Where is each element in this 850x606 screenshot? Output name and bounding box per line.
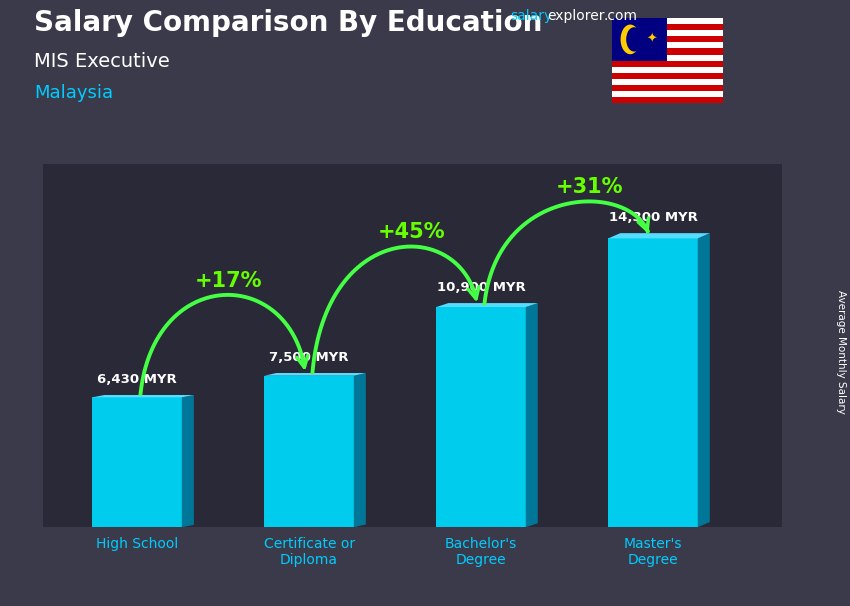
Text: Average Monthly Salary: Average Monthly Salary <box>836 290 846 413</box>
Bar <box>612 73 722 79</box>
Text: MIS Executive: MIS Executive <box>34 52 170 70</box>
Bar <box>612 48 722 55</box>
Bar <box>612 18 667 61</box>
Circle shape <box>626 27 642 52</box>
Polygon shape <box>609 233 710 238</box>
Bar <box>612 97 722 103</box>
FancyBboxPatch shape <box>609 238 698 527</box>
Bar <box>612 91 722 97</box>
Bar <box>612 55 722 61</box>
Text: +45%: +45% <box>377 222 445 242</box>
Text: ✦: ✦ <box>647 33 657 46</box>
Bar <box>612 85 722 91</box>
FancyBboxPatch shape <box>436 307 526 527</box>
FancyBboxPatch shape <box>93 398 182 527</box>
Bar <box>612 36 722 42</box>
Text: salary: salary <box>510 9 552 23</box>
Text: +31%: +31% <box>555 177 623 197</box>
Text: Malaysia: Malaysia <box>34 84 113 102</box>
Text: +17%: +17% <box>195 270 262 290</box>
Bar <box>612 61 722 67</box>
Bar <box>612 18 722 24</box>
Bar <box>612 67 722 73</box>
Text: 14,300 MYR: 14,300 MYR <box>609 211 698 224</box>
Bar <box>612 30 722 36</box>
Bar <box>612 24 722 30</box>
FancyBboxPatch shape <box>264 376 354 527</box>
Text: 6,430 MYR: 6,430 MYR <box>97 373 177 386</box>
Text: 7,500 MYR: 7,500 MYR <box>269 351 348 364</box>
Circle shape <box>620 25 640 55</box>
Bar <box>612 79 722 85</box>
Text: .com: .com <box>604 9 638 23</box>
Text: Salary Comparison By Education: Salary Comparison By Education <box>34 9 542 37</box>
Polygon shape <box>93 395 194 398</box>
Text: 10,900 MYR: 10,900 MYR <box>437 281 525 294</box>
Polygon shape <box>526 303 538 527</box>
Polygon shape <box>698 233 710 527</box>
Text: explorer: explorer <box>547 9 605 23</box>
Polygon shape <box>354 373 366 527</box>
Polygon shape <box>182 395 194 527</box>
Polygon shape <box>264 373 366 376</box>
Bar <box>612 42 722 48</box>
Polygon shape <box>436 303 538 307</box>
